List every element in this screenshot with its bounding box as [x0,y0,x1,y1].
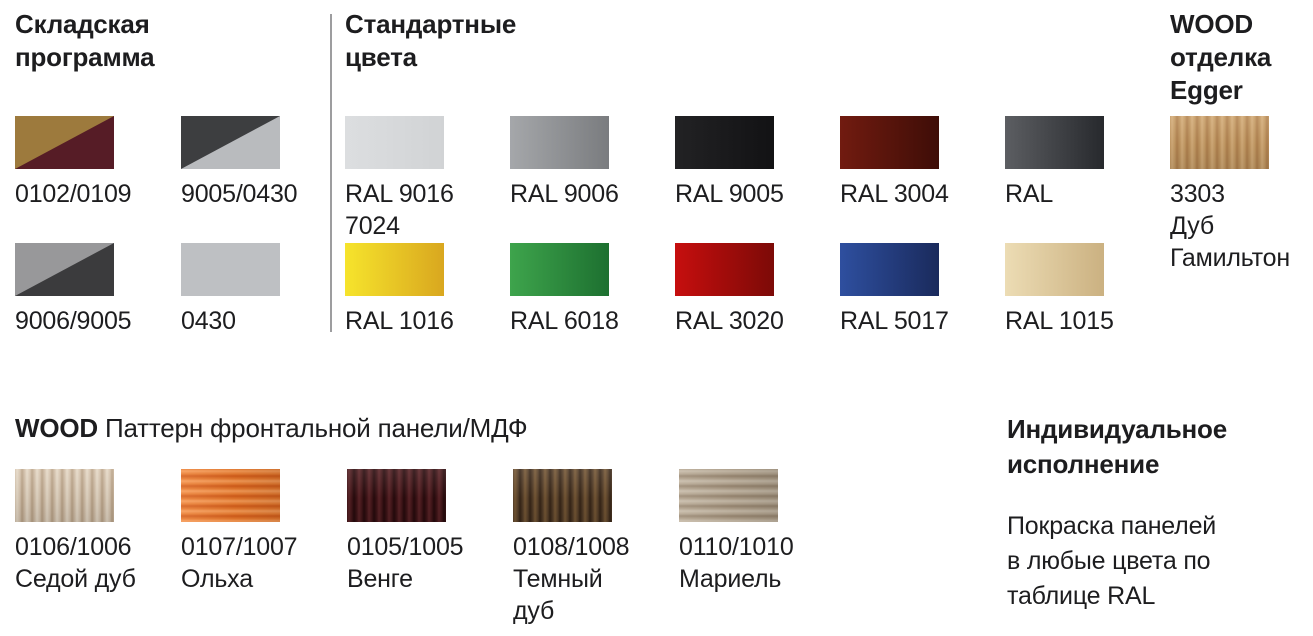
swatch-label: 3303 Дуб Гамильтон [1170,180,1290,272]
color-swatch [675,243,774,296]
swatch-label: 0107/1007 Ольха [181,533,298,593]
wood-egger-swatch-grid: 3303 Дуб Гамильтон [1170,116,1313,274]
color-swatch [345,243,444,296]
color-swatch [840,243,939,296]
color-swatch [15,243,114,296]
mdf-pattern-section-title: WOOD Паттерн фронтальной панели/МДФ [15,412,528,445]
mdf-title-regular-part: Паттерн фронтальной панели/МДФ [97,413,528,443]
swatch-label: RAL 3020 [675,307,784,335]
color-swatch [513,469,612,522]
swatch-card: 0105/1005 Венге [347,469,513,627]
swatch-label: 0430 [181,307,236,335]
wood-egger-section-title: WOOD отделка Egger [1170,9,1272,105]
swatch-label: 0110/1010 Мариель [679,533,794,593]
swatch-label: RAL 9005 [675,180,784,208]
color-swatch [510,116,609,169]
swatch-card: RAL 9005 [675,116,840,243]
standard-colors-swatch-grid: RAL 9016 7024 RAL 9006 RAL 9005 RAL 3004 RAL… [345,116,1170,370]
swatch-card: RAL 5017 [840,243,1005,370]
swatch-card: 0102/0109 [15,116,181,243]
swatch-label: RAL 9006 [510,180,619,208]
swatch-label: 0102/0109 [15,180,132,208]
diagonal-top-left-triangle [15,243,114,296]
swatch-card: RAL 3004 [840,116,1005,243]
swatch-card: RAL 1015 [1005,243,1170,370]
color-swatch [840,116,939,169]
mdf-title-bold-part: WOOD [15,413,98,443]
swatch-card: RAL [1005,116,1170,243]
swatch-label: 0105/1005 Венге [347,533,464,593]
swatch-card: RAL 9016 7024 [345,116,510,243]
swatch-label: RAL [1005,180,1054,208]
swatch-label: 9005/0430 [181,180,298,208]
color-swatch [181,243,280,296]
color-swatch [1005,116,1104,169]
swatch-label: RAL 6018 [510,307,619,335]
swatch-card: 9005/0430 [181,116,347,243]
custom-finish-section-title: Индивидуальное исполнение [1007,414,1227,479]
swatch-card: 3303 Дуб Гамильтон [1170,116,1313,274]
standard-colors-section-title: Стандартные цвета [345,9,517,72]
warehouse-section-title: Складская программа [15,9,155,72]
color-swatch [510,243,609,296]
swatch-card: RAL 1016 [345,243,510,370]
swatch-card: 0110/1010 Мариель [679,469,845,627]
swatch-card: 0430 [181,243,347,370]
swatch-label: RAL 1016 [345,307,454,335]
swatch-label: RAL 1015 [1005,307,1114,335]
color-swatch [679,469,778,522]
swatch-card: 0108/1008 Темный дуб [513,469,679,627]
diagonal-top-left-triangle [15,116,114,169]
color-swatch [347,469,446,522]
swatch-label: 0106/1006 Седой дуб [15,533,136,593]
color-swatch [345,116,444,169]
color-swatch [15,469,114,522]
section-divider [330,14,332,332]
warehouse-swatch-grid: 0102/0109 9005/0430 9006/9005 0430 [15,116,347,370]
swatch-label: RAL 5017 [840,307,949,335]
swatch-card: RAL 6018 [510,243,675,370]
color-swatch [15,116,114,169]
diagonal-top-left-triangle [181,116,280,169]
swatch-label: RAL 9016 7024 [345,180,454,240]
color-swatch [181,469,280,522]
swatch-card: 9006/9005 [15,243,181,370]
color-swatch [675,116,774,169]
swatch-card: 0107/1007 Ольха [181,469,347,627]
swatch-card: RAL 3020 [675,243,840,370]
color-swatch [181,116,280,169]
swatch-label: RAL 3004 [840,180,949,208]
color-swatch [1170,116,1269,169]
mdf-pattern-swatch-grid: 0106/1006 Седой дуб 0107/1007 Ольха 0105/1… [15,469,845,627]
swatch-card: 0106/1006 Седой дуб [15,469,181,627]
swatch-label: 0108/1008 Темный дуб [513,533,630,625]
swatch-label: 9006/9005 [15,307,132,335]
custom-finish-description: Покраска панелей в любые цвета по таблиц… [1007,512,1217,610]
color-swatch [1005,243,1104,296]
swatch-card: RAL 9006 [510,116,675,243]
